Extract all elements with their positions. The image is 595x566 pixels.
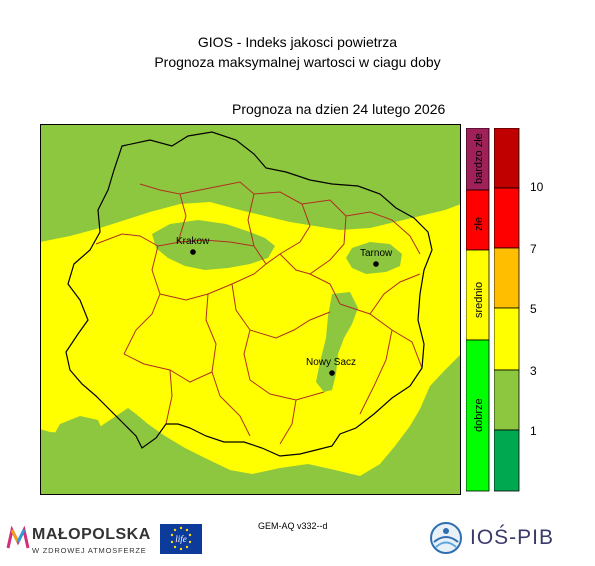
- eu-life-text: life: [175, 534, 187, 544]
- zone-good-tarnow: [346, 242, 402, 274]
- city-label-tarnow: Tarnow: [360, 248, 393, 259]
- scale-band-4: [494, 307, 520, 371]
- scale-tick-1: 1: [530, 424, 537, 438]
- city-krakow: Krakow: [176, 236, 210, 255]
- city-nowy-sacz: Nowy Sacz: [306, 357, 356, 376]
- ios-pib-globe-icon: [430, 522, 462, 554]
- legend-label-bad: złe: [473, 217, 485, 231]
- zone-good-southwest: [50, 416, 104, 458]
- legend-label-very-bad: bardzo złe: [473, 133, 485, 184]
- scale-tick-3: 3: [530, 364, 537, 378]
- model-version: GEM-AQ v332--d: [258, 521, 328, 531]
- scale-band-3: [494, 247, 520, 309]
- zone-moderate: [40, 202, 461, 476]
- category-legend: bardzo złe złe srednio dobrze: [466, 128, 490, 492]
- scale-tick-10: 10: [530, 180, 544, 194]
- malopolska-mark-icon: [6, 526, 30, 549]
- province-border: [65, 131, 433, 457]
- scale-band-5: [494, 369, 520, 431]
- eu-life-logo: life: [160, 524, 202, 554]
- ios-pib-logo: IOŚ-PIB: [428, 520, 558, 556]
- forecast-date: Prognoza na dzien 24 lutego 2026: [232, 101, 446, 117]
- legend-good: [466, 339, 490, 492]
- scale-tick-5: 5: [530, 302, 537, 316]
- eu-stars-icon: life: [170, 526, 192, 551]
- scale-tick-7: 7: [530, 242, 537, 256]
- zone-good-nowy-sacz: [316, 292, 358, 392]
- ios-pib-logo-text: IOŚ-PIB: [470, 526, 555, 549]
- scale-band-6: [494, 429, 520, 492]
- city-label-nowy-sacz: Nowy Sacz: [306, 357, 356, 368]
- malopolska-logo-subtext: W ZDROWEJ ATMOSFERZE: [32, 546, 147, 555]
- scale-band-2: [494, 187, 520, 249]
- city-tarnow: Tarnow: [360, 248, 393, 267]
- index-scale: [494, 128, 520, 492]
- legend-label-moderate: srednio: [473, 282, 485, 318]
- map-title: GIOS - Indeks jakosci powietrza: [197, 34, 398, 50]
- city-label-krakow: Krakow: [176, 236, 210, 247]
- air-quality-map: Krakow Tarnow Nowy Sacz: [40, 124, 461, 495]
- zone-good-krakow: [152, 220, 275, 270]
- malopolska-logo: MAŁOPOLSKA W ZDROWEJ ATMOSFERZE: [6, 524, 156, 560]
- legend-label-good: dobrze: [473, 398, 485, 432]
- malopolska-logo-text: MAŁOPOLSKA: [32, 526, 151, 543]
- county-borders: [95, 181, 423, 445]
- scale-band-1: [494, 128, 520, 189]
- map-subtitle: Prognoza maksymalnej wartosci w ciagu do…: [154, 54, 441, 70]
